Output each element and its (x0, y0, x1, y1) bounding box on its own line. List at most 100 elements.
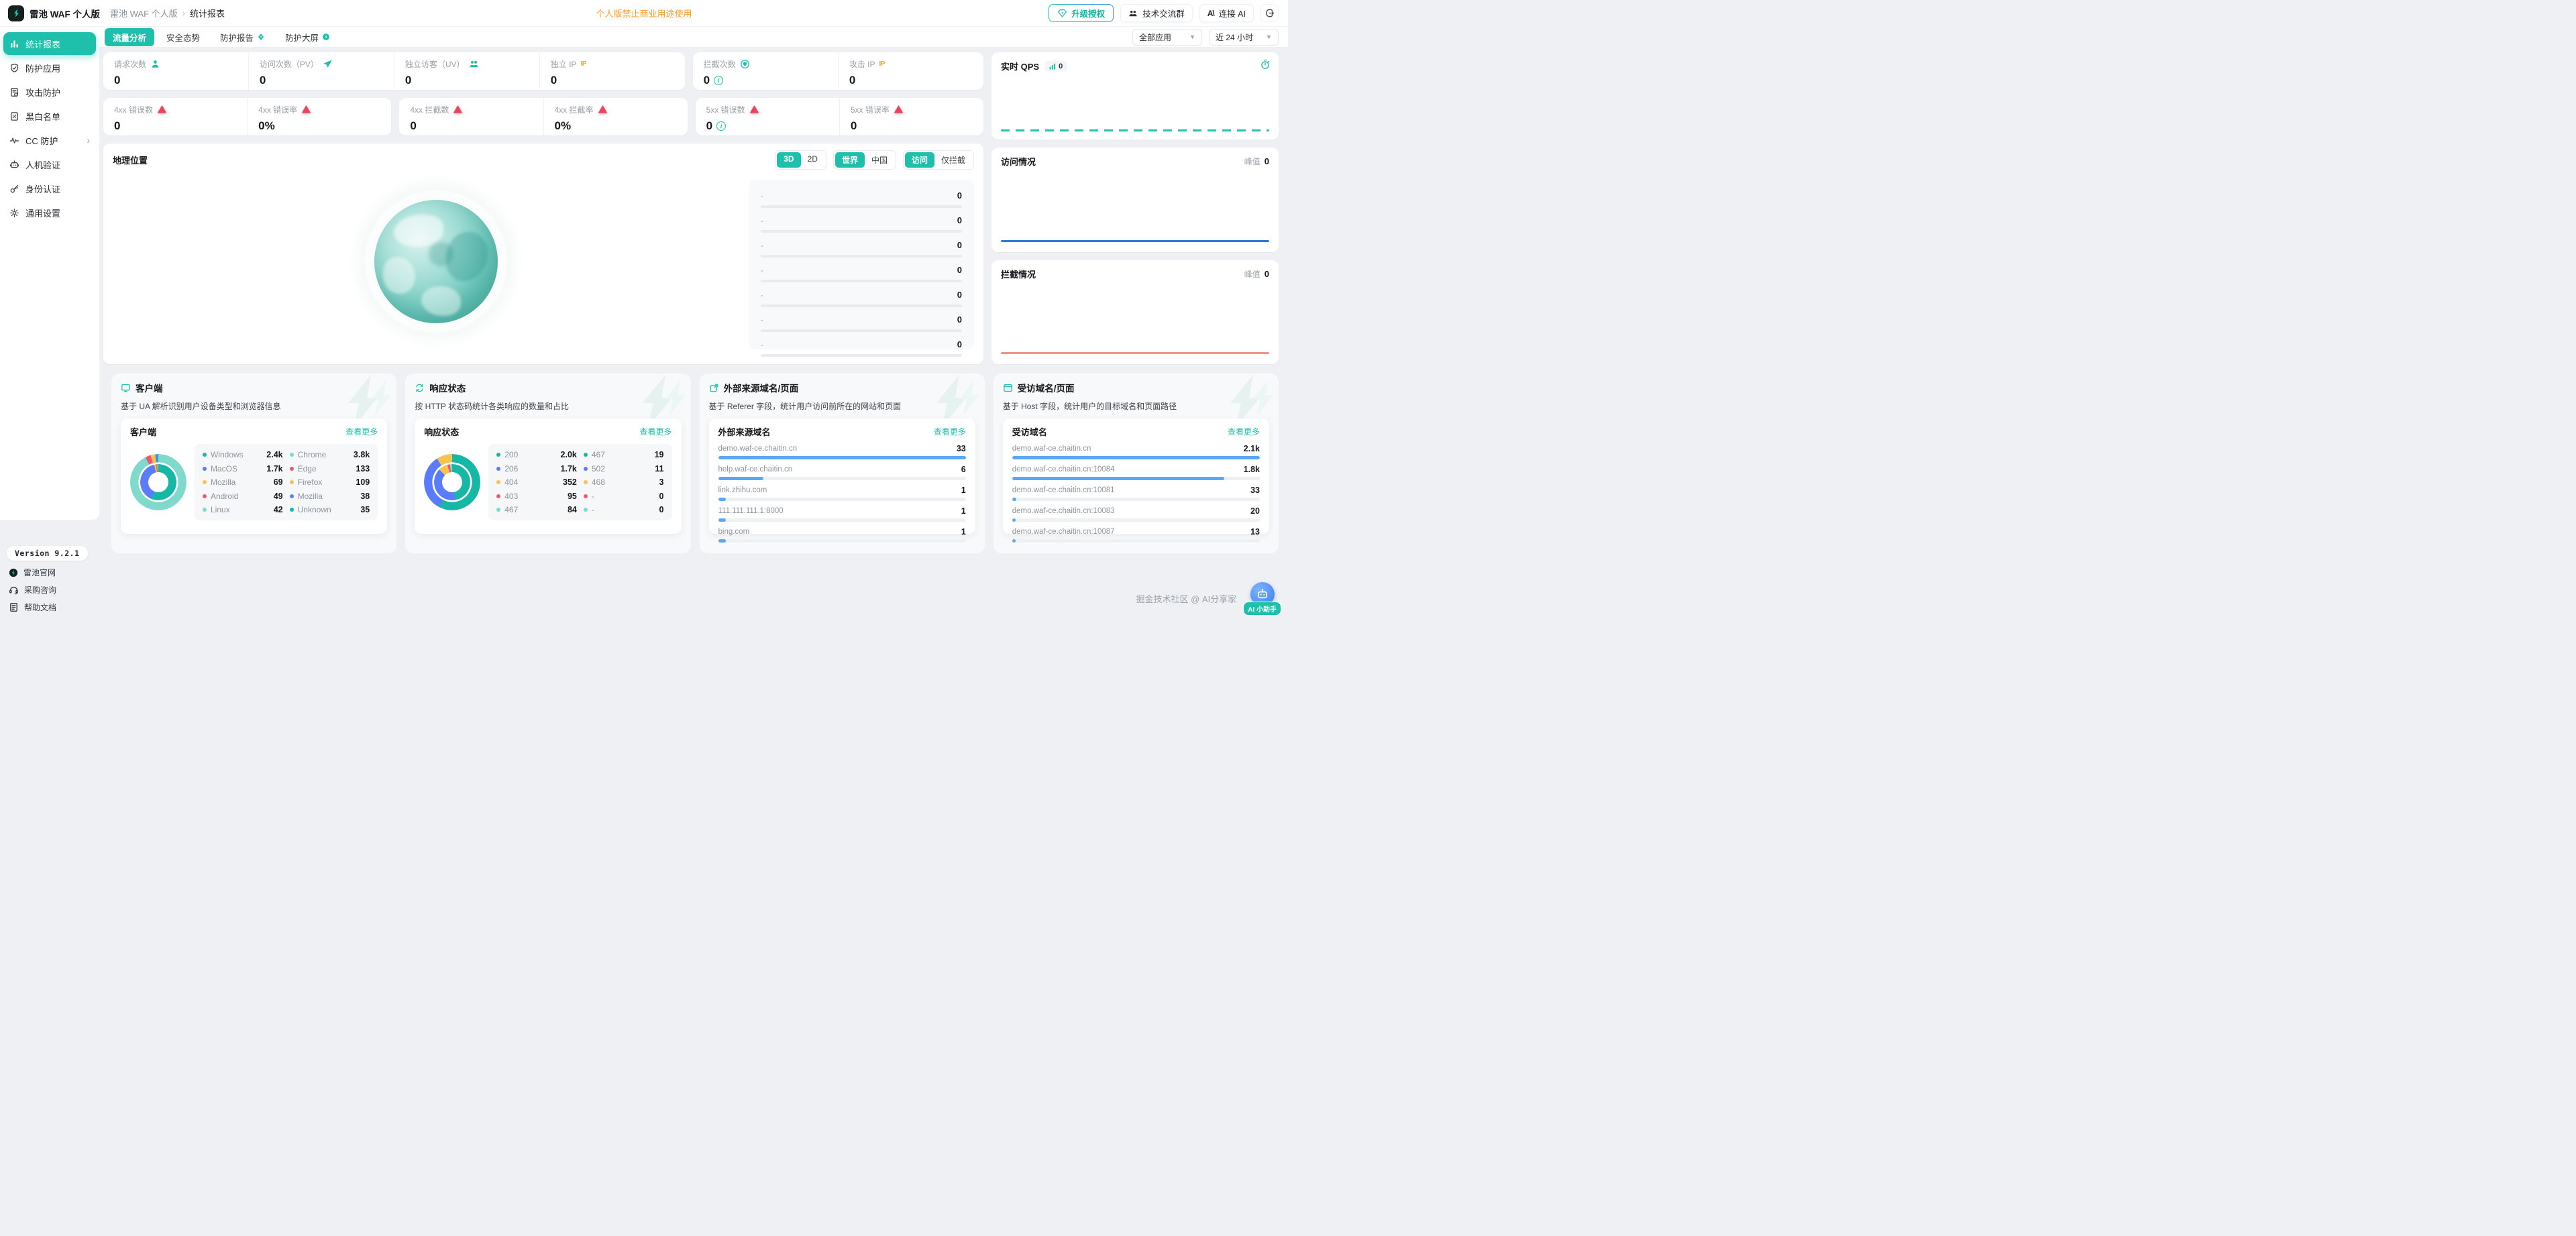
donut-legend-column: Chrome 3.8k Edge 133 Firefox 109 Mozilla 38 Unkn… (289, 450, 370, 514)
stat-card: 拦截次数 0 i (693, 52, 838, 90)
visit-peak: 峰值 0 (1244, 156, 1269, 167)
info-icon[interactable]: i (716, 121, 727, 131)
legend-dot-icon (289, 480, 294, 484)
legend-dot-icon (583, 466, 588, 471)
tab-report[interactable]: 防护报告 (212, 28, 273, 46)
stopwatch-icon[interactable] (1260, 59, 1271, 70)
legend-value: 35 (360, 505, 370, 514)
sidebar-item-label: CC 防护 (25, 135, 58, 146)
stat-value: 0 (410, 119, 417, 132)
sidebar-item-reports[interactable]: 统计报表 (3, 32, 96, 55)
connect-ai-button[interactable]: A\ 连接 AI (1199, 4, 1254, 22)
domain-label: bing.com (718, 528, 750, 536)
footer-link-docs[interactable]: 帮助文档 (7, 602, 88, 613)
sidebar-item-settings[interactable]: 通用设置 (3, 201, 96, 224)
legend-item: Mozilla 69 (203, 477, 283, 487)
view-more-link[interactable]: 查看更多 (345, 427, 378, 437)
ip-icon: IP (580, 60, 586, 68)
lightning-watermark-icon (924, 374, 983, 429)
geo-toggle-option[interactable]: 3D (777, 152, 801, 168)
view-more-link[interactable]: 查看更多 (639, 427, 672, 437)
stat-label: 独立访客（UV） (405, 60, 465, 69)
legend-value: 38 (360, 491, 370, 501)
card-inner-panel: 响应状态 查看更多 200 2.0k 206 1.7k 404 352 403 95 467 84 46… (415, 418, 682, 534)
geo-row-value: 0 (957, 339, 962, 349)
stat-label: 5xx 错误数 (706, 105, 745, 115)
geo-toggle-option[interactable]: 世界 (835, 152, 865, 168)
legend-item: MacOS 1.7k (203, 464, 283, 473)
legend-value: 2.4k (266, 450, 283, 459)
sidebar-item-auth[interactable]: 身份认证 (3, 177, 96, 200)
ai-assistant-button[interactable]: AI 小助手 (1243, 582, 1281, 616)
info-icon[interactable]: i (714, 76, 724, 85)
tab-traffic[interactable]: 流量分析 (105, 27, 155, 46)
geo-row-bar (761, 255, 962, 258)
sidebar-footer: Version 9.2.1 雷池官网 采购咨询 帮助文档 (7, 546, 88, 613)
bar-track (718, 539, 966, 543)
globe-visualization[interactable] (350, 176, 522, 347)
geo-toggle-option[interactable]: 仅拦截 (941, 156, 965, 165)
legend-item: -0 (583, 491, 664, 501)
filters: 全部应用 ▼ 近 24 小时 ▼ (1132, 28, 1279, 46)
domain-value: 1 (961, 527, 966, 537)
geo-toggle-option[interactable]: 中国 (871, 156, 888, 165)
upgrade-button[interactable]: 升级授权 (1049, 4, 1114, 22)
block-flatline (1001, 352, 1269, 354)
lightning-watermark-icon (336, 374, 395, 429)
gem-icon (1057, 8, 1067, 18)
sidebar-item-apps[interactable]: 防护应用 (3, 56, 96, 79)
list-percent-icon (9, 111, 19, 121)
domain-value: 1 (961, 506, 966, 516)
sidebar-item-attack[interactable]: 攻击防护 (3, 80, 96, 103)
bar-fill (718, 518, 726, 522)
card-description: 基于 Host 字段，统计用户的目标域名和页面路径 (1002, 402, 1177, 411)
user-icon (150, 59, 160, 69)
tab-security[interactable]: 安全态势 (158, 28, 208, 46)
legend-dot-icon (203, 508, 207, 512)
stat-card: 4xx 错误数 0 (103, 98, 247, 135)
logout-button[interactable] (1260, 4, 1279, 22)
stat-value: 0 (259, 74, 266, 87)
tabs-bar: 流量分析 安全态势 防护报告 防护大屏 全部应用 ▼ 近 24 小时 ▼ (99, 27, 1288, 47)
license-warning: 个人版禁止商业用途使用 (596, 9, 692, 19)
geo-toggle-option[interactable]: 2D (807, 154, 818, 164)
community-button[interactable]: 技术交流群 (1120, 4, 1193, 22)
legend-label: Unknown (297, 505, 331, 514)
legend-label: Mozilla (297, 491, 323, 501)
legend-item: 468 3 (583, 477, 664, 487)
inner-panel-title: 外部来源域名 (718, 427, 771, 437)
chevron-down-icon: ▼ (1266, 34, 1272, 40)
sidebar-item-cc[interactable]: CC 防护 › (3, 129, 96, 152)
sidebar-item-captcha[interactable]: 人机验证 (3, 153, 96, 176)
shield-circle-icon (740, 59, 750, 69)
geo-panel: 地理位置 3D 2D 世界 中国 访问 仅拦截 -0-0-0-0-0-0-0 (103, 144, 983, 364)
geo-row-name: - (761, 215, 763, 225)
time-range-select[interactable]: 近 24 小时 ▼ (1209, 28, 1279, 46)
tab-screen[interactable]: 防护大屏 (277, 28, 338, 46)
bar-fill (718, 477, 763, 480)
footer-link-purchase[interactable]: 采购咨询 (7, 584, 88, 596)
bolt-icon (257, 33, 265, 41)
sidebar-item-lists[interactable]: 黑白名单 (3, 105, 96, 127)
topbar: 雷池 WAF 个人版 雷池 WAF 个人版 › 统计报表 个人版禁止商业用途使用… (0, 0, 1288, 27)
app-filter-select[interactable]: 全部应用 ▼ (1132, 28, 1202, 46)
domain-bar-row: demo.waf-ce.chaitin.cn 2.1k (1012, 444, 1260, 459)
breadcrumb-root[interactable]: 雷池 WAF 个人版 (110, 9, 178, 19)
legend-item: 404 352 (496, 477, 577, 487)
view-more-link[interactable]: 查看更多 (933, 427, 966, 437)
legend-value: 49 (273, 491, 283, 501)
legend-label: MacOS (211, 463, 238, 473)
sidebar-item-label: 通用设置 (25, 208, 61, 219)
legend-value: 3 (659, 477, 664, 487)
mini-bars-icon (1049, 63, 1056, 70)
view-more-link[interactable]: 查看更多 (1227, 427, 1260, 437)
app-filter-value: 全部应用 (1139, 32, 1172, 42)
breadcrumb-current: 统计报表 (189, 9, 225, 19)
legend-value: 42 (273, 505, 283, 514)
legend-value: 1.7k (560, 463, 577, 473)
geo-toggle-option[interactable]: 访问 (904, 152, 934, 168)
domain-label: 111.111.111.1:8000 (718, 507, 784, 515)
footer-link-website[interactable]: 雷池官网 (7, 567, 88, 578)
legend-label: - (591, 491, 594, 501)
domain-value: 6 (961, 465, 966, 474)
